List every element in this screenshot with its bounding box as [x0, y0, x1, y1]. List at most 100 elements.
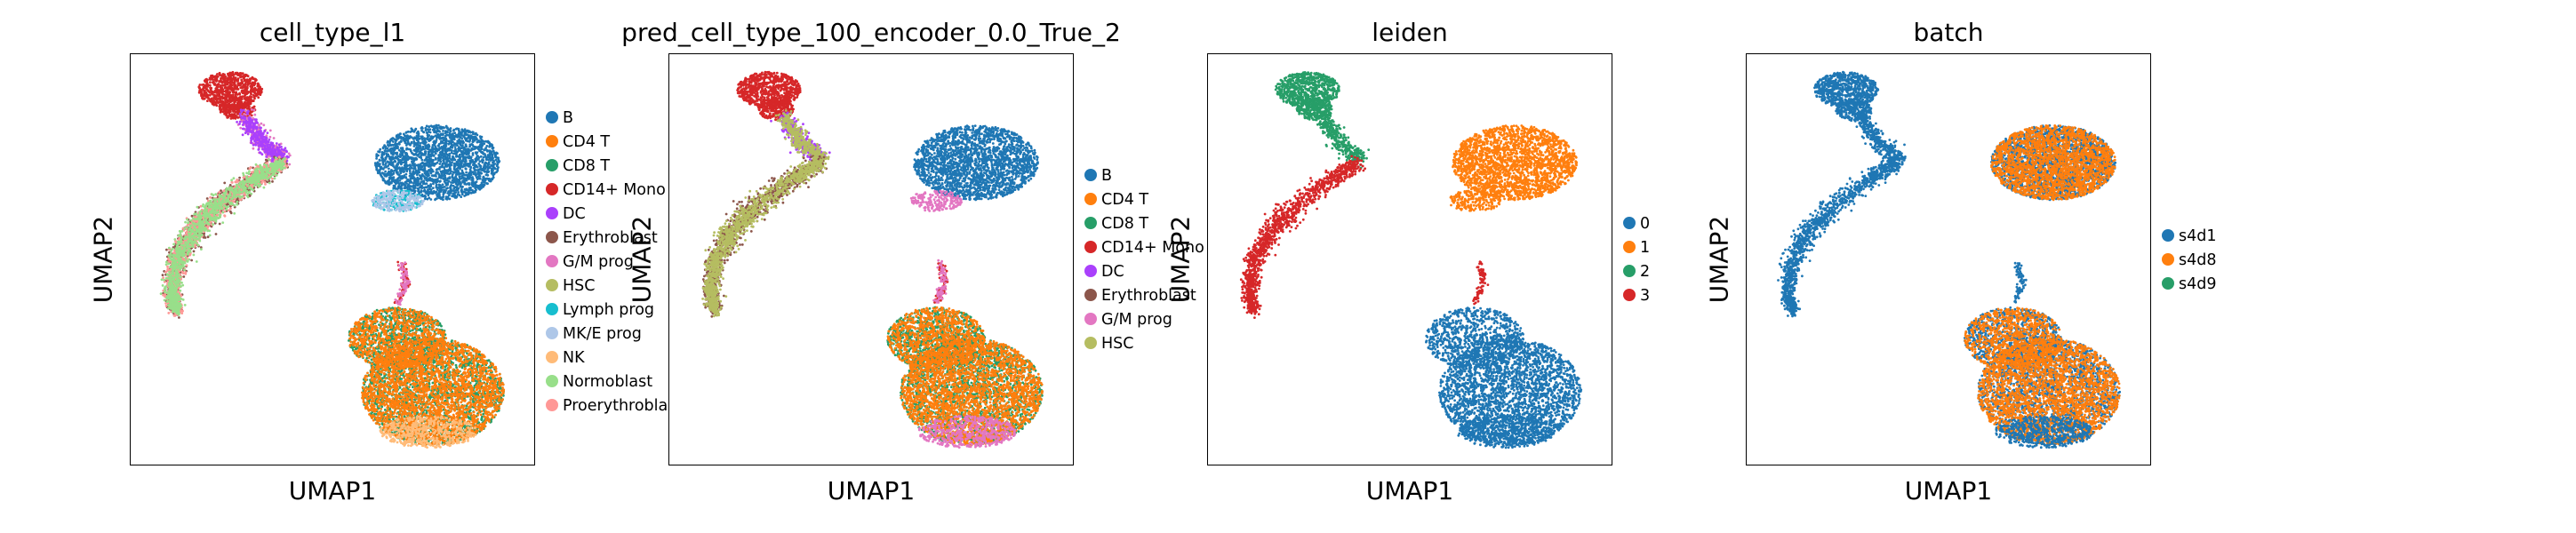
legend-marker — [1623, 288, 1636, 301]
legend-marker — [2162, 228, 2174, 242]
scatter-svg — [1239, 71, 1583, 449]
chart-panel-pred-cell-type: pred_cell_type_100_encoder_0.0_True_2 UM… — [0, 0, 1204, 533]
legend-marker — [1084, 240, 1097, 253]
legend-label: 0 — [1640, 215, 1650, 233]
x-axis-label: UMAP1 — [828, 476, 916, 505]
legend-item: CD8 T — [1084, 213, 1148, 235]
legend-marker — [1623, 216, 1636, 229]
legend-label: DC — [1101, 263, 1124, 281]
legend-label: CD8 T — [563, 157, 610, 175]
legend-label: B — [563, 109, 573, 127]
legend-item: NK — [546, 347, 585, 369]
scatter-points — [2013, 261, 2028, 304]
legend-item: CD8 T — [546, 155, 610, 177]
x-axis-label: UMAP1 — [1905, 476, 1993, 505]
plot-area — [668, 53, 1074, 465]
legend-marker — [1084, 336, 1097, 349]
scatter-svg — [701, 70, 1044, 449]
legend-marker — [1084, 216, 1097, 229]
legend-marker — [1084, 312, 1097, 325]
legend-marker — [1623, 264, 1636, 277]
chart-title: leiden — [1372, 18, 1448, 47]
legend-marker — [1623, 240, 1636, 253]
plot-area — [1207, 53, 1612, 465]
scatter-points — [917, 414, 1017, 449]
legend-marker — [546, 158, 558, 171]
scatter-svg — [1777, 70, 2122, 449]
legend-marker — [546, 110, 558, 123]
legend-item: s4d1 — [2162, 226, 2217, 247]
legend-item: CD14+ Mono — [546, 179, 666, 201]
legend-label: CD8 T — [1101, 215, 1148, 233]
legend-label: 2 — [1640, 263, 1650, 281]
legend-item: Erythroblast — [546, 227, 658, 249]
scatter-points — [1472, 260, 1490, 306]
legend-item: MK/E prog — [546, 323, 642, 345]
legend-label: MK/E prog — [563, 325, 642, 343]
legend-item: s4d8 — [2162, 250, 2217, 271]
legend-label: HSC — [563, 277, 596, 295]
legend-item: 1 — [1623, 237, 1650, 259]
chart-title: cell_type_l1 — [260, 18, 405, 47]
legend-label: NK — [563, 349, 585, 367]
legend-marker — [546, 278, 558, 291]
legend-marker — [546, 206, 558, 219]
legend-marker — [1084, 288, 1097, 301]
scatter-points — [1995, 415, 2095, 449]
scatter-points — [701, 155, 830, 318]
scatter-points — [379, 415, 477, 449]
legend-label: CD14+ Mono — [563, 181, 666, 199]
scatter-points — [394, 261, 412, 306]
legend-label: CD4 T — [1101, 191, 1148, 209]
scatter-points — [909, 189, 963, 212]
legend-label: Lymph prog — [563, 301, 654, 319]
scatter-points — [1990, 124, 2116, 202]
legend-item: 3 — [1623, 285, 1650, 306]
scatter-points — [932, 259, 948, 304]
legend-marker — [2162, 252, 2174, 266]
legend-item: DC — [1084, 261, 1124, 282]
legend-marker — [546, 350, 558, 363]
scatter-points — [1449, 188, 1502, 212]
legend-marker — [546, 374, 558, 387]
legend-item: 0 — [1623, 213, 1650, 235]
scatter-points — [159, 156, 286, 316]
legend-item: G/M prog — [546, 251, 634, 273]
legend-label: G/M prog — [1101, 311, 1172, 329]
scatter-points — [1777, 151, 1904, 318]
scatter-points — [1850, 107, 1907, 166]
scatter-points — [886, 306, 1044, 447]
legend-label: Proerythroblast — [563, 397, 682, 415]
legend-item: Proerythroblast — [546, 395, 682, 417]
legend-marker — [546, 134, 558, 147]
legend-item: B — [546, 107, 573, 129]
legend-label: CD4 T — [563, 133, 610, 151]
legend-label: HSC — [1101, 335, 1134, 353]
legend-item: HSC — [546, 275, 596, 297]
chart-title: batch — [1913, 18, 1983, 47]
legend-label: B — [1101, 167, 1112, 185]
legend-marker — [546, 398, 558, 411]
legend-marker — [546, 326, 558, 339]
legend-label: s4d8 — [2179, 251, 2217, 269]
legend-marker — [1084, 168, 1097, 181]
legend-item: CD14+ Mono — [1084, 237, 1204, 259]
scatter-points — [1239, 155, 1366, 319]
chart-title: pred_cell_type_100_encoder_0.0_True_2 — [621, 18, 1121, 47]
legend-marker — [1084, 264, 1097, 277]
y-axis-label: UMAP2 — [1705, 216, 1734, 304]
scatter-points — [371, 188, 426, 213]
legend-item: B — [1084, 165, 1112, 187]
x-axis-label: UMAP1 — [289, 476, 377, 505]
legend-label: s4d9 — [2179, 275, 2217, 293]
legend-item: Erythroblast — [1084, 285, 1196, 306]
legend-item: s4d9 — [2162, 274, 2217, 295]
plot-area — [1746, 53, 2151, 465]
legend-label: DC — [563, 205, 586, 223]
plot-area — [130, 53, 535, 465]
legend-marker — [546, 182, 558, 195]
scatter-points — [1813, 70, 1880, 122]
legend-label: 3 — [1640, 287, 1650, 305]
legend-label: Erythroblast — [563, 229, 658, 247]
